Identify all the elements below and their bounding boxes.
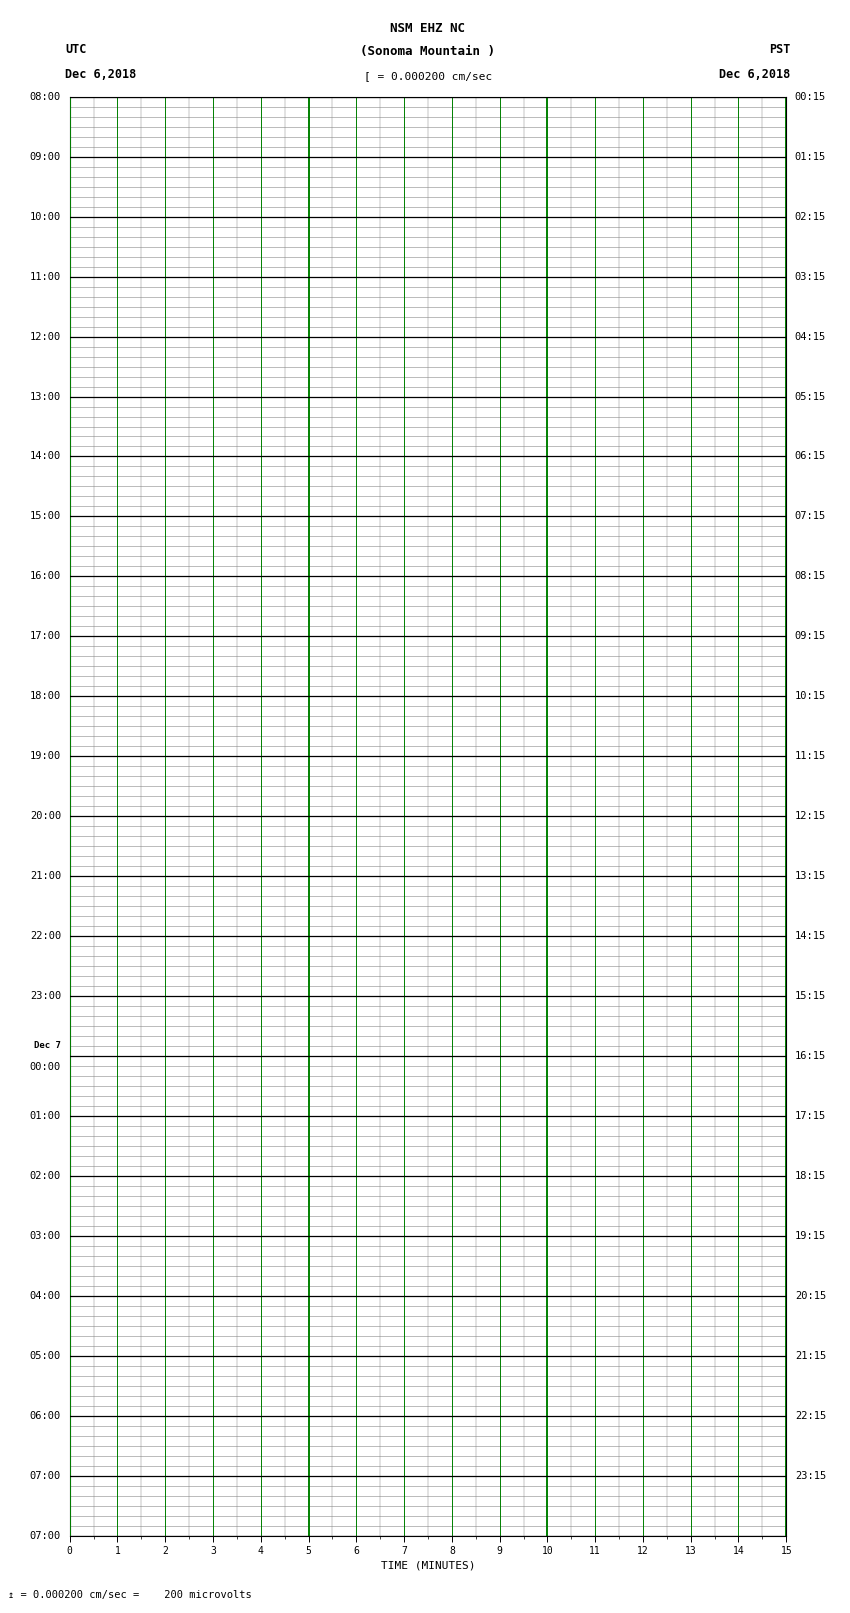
Text: 01:00: 01:00 [30, 1111, 61, 1121]
Text: 21:15: 21:15 [795, 1350, 826, 1361]
Text: 07:00: 07:00 [30, 1471, 61, 1481]
Text: 09:15: 09:15 [795, 631, 826, 642]
Text: Dec 6,2018: Dec 6,2018 [719, 68, 791, 81]
Text: 09:00: 09:00 [30, 152, 61, 161]
Text: 04:15: 04:15 [795, 332, 826, 342]
Text: 08:15: 08:15 [795, 571, 826, 581]
Text: 06:00: 06:00 [30, 1411, 61, 1421]
Text: 07:15: 07:15 [795, 511, 826, 521]
Text: 06:15: 06:15 [795, 452, 826, 461]
Text: 23:15: 23:15 [795, 1471, 826, 1481]
Text: 21:00: 21:00 [30, 871, 61, 881]
Text: 18:00: 18:00 [30, 692, 61, 702]
Text: 22:00: 22:00 [30, 931, 61, 940]
Text: 00:00: 00:00 [30, 1061, 61, 1071]
Text: PST: PST [769, 44, 790, 56]
Text: 05:00: 05:00 [30, 1350, 61, 1361]
Text: 10:00: 10:00 [30, 211, 61, 221]
Text: NSM EHZ NC: NSM EHZ NC [390, 23, 466, 35]
Text: 15:15: 15:15 [795, 990, 826, 1002]
Text: 08:00: 08:00 [30, 92, 61, 102]
Text: [ = 0.000200 cm/sec: [ = 0.000200 cm/sec [364, 71, 492, 81]
Text: 17:15: 17:15 [795, 1111, 826, 1121]
Text: 20:15: 20:15 [795, 1290, 826, 1300]
Text: 14:00: 14:00 [30, 452, 61, 461]
Text: 19:00: 19:00 [30, 752, 61, 761]
Text: 12:15: 12:15 [795, 811, 826, 821]
Text: 13:15: 13:15 [795, 871, 826, 881]
Text: Dec 6,2018: Dec 6,2018 [65, 68, 137, 81]
Text: 05:15: 05:15 [795, 392, 826, 402]
Text: 16:15: 16:15 [795, 1052, 826, 1061]
Text: 23:00: 23:00 [30, 990, 61, 1002]
Text: 18:15: 18:15 [795, 1171, 826, 1181]
Text: 02:00: 02:00 [30, 1171, 61, 1181]
X-axis label: TIME (MINUTES): TIME (MINUTES) [381, 1560, 475, 1569]
Text: 11:00: 11:00 [30, 271, 61, 282]
Text: 10:15: 10:15 [795, 692, 826, 702]
Text: 01:15: 01:15 [795, 152, 826, 161]
Text: 12:00: 12:00 [30, 332, 61, 342]
Text: 14:15: 14:15 [795, 931, 826, 940]
Text: UTC: UTC [65, 44, 87, 56]
Text: 20:00: 20:00 [30, 811, 61, 821]
Text: 15:00: 15:00 [30, 511, 61, 521]
Text: 02:15: 02:15 [795, 211, 826, 221]
Text: 11:15: 11:15 [795, 752, 826, 761]
Text: (Sonoma Mountain ): (Sonoma Mountain ) [360, 45, 496, 58]
Text: 22:15: 22:15 [795, 1411, 826, 1421]
Text: 04:00: 04:00 [30, 1290, 61, 1300]
Text: 00:15: 00:15 [795, 92, 826, 102]
Text: 03:00: 03:00 [30, 1231, 61, 1240]
Text: 19:15: 19:15 [795, 1231, 826, 1240]
Text: 03:15: 03:15 [795, 271, 826, 282]
Text: 13:00: 13:00 [30, 392, 61, 402]
Text: 16:00: 16:00 [30, 571, 61, 581]
Text: ↥ = 0.000200 cm/sec =    200 microvolts: ↥ = 0.000200 cm/sec = 200 microvolts [8, 1590, 252, 1600]
Text: 17:00: 17:00 [30, 631, 61, 642]
Text: Dec 7: Dec 7 [34, 1040, 61, 1050]
Text: 07:00: 07:00 [30, 1531, 61, 1540]
